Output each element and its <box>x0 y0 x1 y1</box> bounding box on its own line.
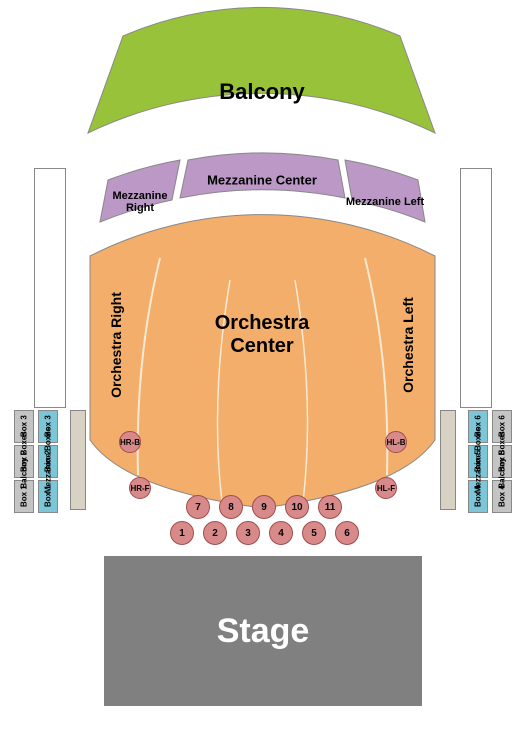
outline-right <box>460 168 492 408</box>
mezz-center-label: Mezzanine Center <box>207 173 317 188</box>
balcony-label: Balcony <box>219 79 305 105</box>
balcony-boxes-label-right: Balcony Boxes <box>498 431 507 488</box>
stage-label: Stage <box>217 612 310 651</box>
mezz-boxes-label-right: Mezzanine Boxes <box>474 427 483 493</box>
outline-left <box>34 168 66 408</box>
pit-3[interactable]: 3 <box>236 521 260 545</box>
pit-4[interactable]: 4 <box>269 521 293 545</box>
mezz-left-label: Mezzanine Left <box>345 196 425 208</box>
mz-box-right[interactable] <box>440 410 456 510</box>
seat-hl-b[interactable]: HL-B <box>385 431 407 453</box>
mezz-right-label: Mezzanine Right <box>100 190 180 214</box>
pit-5[interactable]: 5 <box>302 521 326 545</box>
pit-11[interactable]: 11 <box>318 495 342 519</box>
mz-box-left[interactable] <box>70 410 86 510</box>
seat-hr-b[interactable]: HR-B <box>119 431 141 453</box>
pit-2[interactable]: 2 <box>203 521 227 545</box>
pit-10[interactable]: 10 <box>285 495 309 519</box>
seating-chart: Balcony Mezzanine Center Mezzanine Right… <box>0 0 525 732</box>
balcony-section[interactable] <box>88 7 435 133</box>
pit-1[interactable]: 1 <box>170 521 194 545</box>
seat-hr-f[interactable]: HR-F <box>129 477 151 499</box>
orch-left-label: Orchestra Left <box>400 297 416 393</box>
stage: Stage <box>104 556 422 706</box>
mezzanine-left[interactable] <box>345 160 425 222</box>
mezz-boxes-label-left: Mezzanine Boxes <box>44 427 53 493</box>
orch-center-label: Orchestra Center <box>202 312 322 358</box>
orch-right-label: Orchestra Right <box>108 292 124 398</box>
seat-hl-f[interactable]: HL-F <box>375 477 397 499</box>
balcony-boxes-label-left: Balcony Boxes <box>20 431 29 488</box>
pit-7[interactable]: 7 <box>186 495 210 519</box>
pit-6[interactable]: 6 <box>335 521 359 545</box>
pit-9[interactable]: 9 <box>252 495 276 519</box>
pit-8[interactable]: 8 <box>219 495 243 519</box>
